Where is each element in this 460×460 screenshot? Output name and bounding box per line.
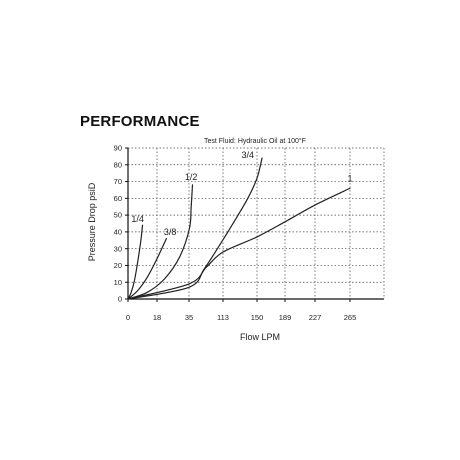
x-tick-labels: 0 18 35 113 150 189 227 265 (126, 299, 356, 322)
curve-1 (127, 187, 351, 300)
y-tick-label: 50 (114, 211, 122, 220)
curve-1-4 (127, 224, 144, 300)
chart-curves (127, 157, 351, 300)
y-tick-label: 70 (114, 177, 122, 186)
curve-label-1-4: 1/4 (131, 214, 144, 224)
y-tick-label: 80 (114, 160, 122, 169)
y-tick-label: 40 (114, 227, 122, 236)
chart-note: Test Fluid: Hydraulic Oil at 100°F (204, 137, 306, 145)
x-tick-label: 0 (126, 313, 130, 322)
curve-labels: 1/4 3/8 1/2 3/4 1 (131, 150, 352, 237)
y-tick-label: 10 (114, 278, 122, 287)
y-tick-label: 30 (114, 244, 122, 253)
curve-label-1: 1 (347, 174, 352, 184)
x-tick-label: 265 (344, 313, 357, 322)
x-tick-label: 18 (153, 313, 161, 322)
curve-label-3-8: 3/8 (164, 227, 177, 237)
y-tick-label: 90 (114, 144, 122, 153)
chart-axes (127, 148, 384, 300)
chart-grid (128, 147, 385, 299)
y-tick-labels: 0 10 20 30 40 50 60 70 80 90 (114, 144, 128, 304)
x-tick-label: 227 (309, 313, 322, 322)
x-tick-label: 35 (185, 313, 193, 322)
page-heading: PERFORMANCE (80, 113, 200, 130)
x-tick-label: 113 (217, 313, 229, 322)
curve-3-8 (127, 238, 168, 300)
y-tick-label: 60 (114, 194, 122, 203)
y-axis-title: Pressure Drop psiD (87, 182, 97, 261)
x-tick-label: 150 (251, 313, 264, 322)
curve-label-1-2: 1/2 (185, 172, 198, 182)
y-tick-label: 20 (114, 261, 122, 270)
x-tick-label: 189 (279, 313, 292, 322)
curve-label-3-4: 3/4 (242, 150, 255, 160)
curve-1-2 (127, 184, 194, 300)
curve-3-4 (127, 157, 263, 300)
y-tick-label: 0 (118, 295, 122, 304)
x-axis-title: Flow LPM (240, 332, 280, 342)
